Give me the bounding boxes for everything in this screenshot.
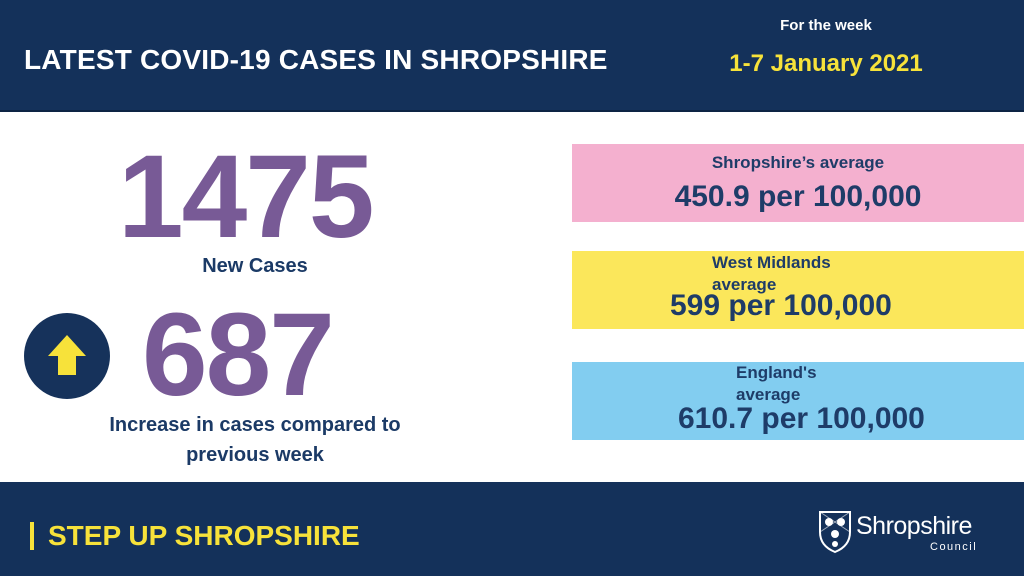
header-banner: LATEST COVID-19 CASES IN SHROPSHIRE For … [0,0,1024,112]
shropshire-average-box: Shropshire’s average 450.9 per 100,000 [572,144,1024,222]
england-average-heading: England's average [736,363,817,404]
new-cases-label: New Cases [202,255,308,277]
logo-name: Shropshire [856,512,972,540]
council-logo: Shropshire Council [818,510,988,560]
week-date: 1-7 January 2021 [729,50,923,77]
west-midlands-average-box: West Midlands average 599 per 100,000 [572,251,1024,329]
tagline-accent-bar [30,522,34,550]
week-label: For the week [780,17,872,34]
increase-value: 687 [142,289,335,421]
england-average-box: England's average 610.7 per 100,000 [572,362,1024,440]
new-cases-value: 1475 [118,131,375,263]
arrow-up-icon [24,313,110,399]
west-midlands-average-value: 599 per 100,000 [670,289,892,322]
west-midlands-average-heading: West Midlands average [712,253,831,294]
england-average-value: 610.7 per 100,000 [678,402,925,435]
shield-crest-icon [819,511,851,554]
footer-banner: STEP UP SHROPSHIRE Shropshire Council [0,482,1024,576]
shropshire-average-value: 450.9 per 100,000 [674,180,922,213]
shropshire-average-heading: Shropshire’s average [711,153,885,172]
footer-tagline: STEP UP SHROPSHIRE [48,520,360,551]
page-title: LATEST COVID-19 CASES IN SHROPSHIRE [24,44,608,75]
logo-subtitle: Council [930,541,978,553]
increase-label: Increase in cases compared to previous w… [109,414,401,466]
